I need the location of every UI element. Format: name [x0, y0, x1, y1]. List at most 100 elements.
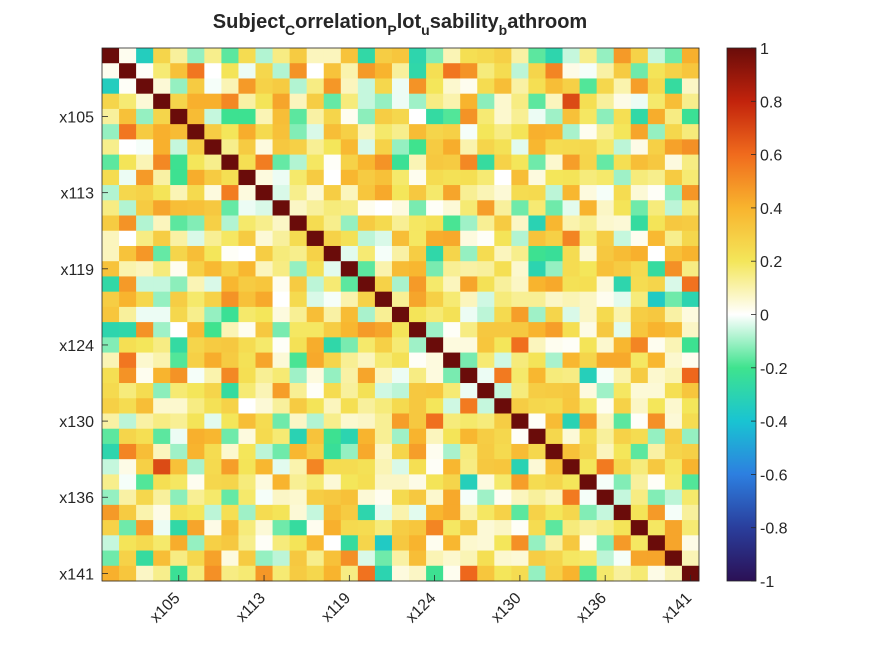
heatmap-cell: [136, 535, 154, 551]
heatmap-cell: [136, 291, 154, 308]
heatmap-cell: [136, 428, 154, 445]
heatmap-cell: [238, 322, 256, 338]
heatmap-cell: [477, 459, 495, 475]
heatmap-cell: [289, 489, 308, 506]
heatmap-cell: [136, 489, 154, 506]
heatmap-cell: [221, 504, 239, 521]
heatmap-cell: [204, 245, 222, 262]
heatmap-cell: [630, 48, 649, 64]
heatmap-cell: [545, 383, 563, 399]
heatmap-cell: [494, 550, 512, 567]
heatmap-cell: [647, 93, 666, 110]
heatmap-cell: [545, 443, 563, 460]
heatmap-cell: [562, 63, 580, 79]
heatmap-cell: [460, 63, 478, 79]
heatmap-cell: [494, 124, 512, 140]
heatmap-cell: [391, 322, 410, 338]
heatmap-cell: [357, 398, 376, 414]
heatmap-cell: [511, 154, 529, 171]
heatmap-cell: [596, 459, 615, 475]
heatmap-cell: [443, 398, 461, 414]
heatmap-cell: [443, 428, 461, 445]
heatmap-cell: [391, 185, 410, 201]
heatmap-cell: [391, 169, 410, 186]
heatmap-cell: [136, 185, 154, 201]
heatmap-cell: [391, 78, 410, 95]
heatmap-cell: [494, 276, 512, 293]
heatmap-cell: [170, 124, 188, 140]
heatmap-cell: [323, 535, 342, 551]
heatmap-cell: [494, 413, 512, 430]
heatmap-cell: [340, 322, 359, 338]
heatmap-cell: [272, 535, 291, 551]
heatmap-cell: [647, 291, 666, 308]
heatmap-cell: [221, 443, 239, 460]
heatmap-cell: [562, 93, 580, 110]
heatmap-cell: [170, 367, 188, 384]
heatmap-cell: [562, 565, 580, 582]
heatmap-cell: [102, 413, 120, 430]
heatmap-cell: [494, 200, 512, 216]
heatmap-cell: [443, 520, 461, 536]
heatmap-cell: [460, 124, 478, 140]
heatmap-cell: [340, 261, 359, 277]
heatmap-cell: [630, 474, 649, 491]
heatmap-cell: [443, 139, 461, 155]
heatmap-cell: [664, 489, 683, 506]
heatmap-cell: [306, 169, 325, 186]
heatmap-cell: [357, 337, 376, 353]
heatmap-cell: [272, 306, 291, 323]
heatmap-cell: [545, 230, 563, 247]
heatmap-cell: [528, 93, 546, 110]
heatmap-cell: [374, 520, 393, 536]
heatmap-cell: [562, 489, 580, 506]
heatmap-cell: [119, 474, 137, 491]
heatmap-cell: [579, 459, 598, 475]
heatmap-cell: [323, 504, 342, 521]
heatmap-cell: [170, 352, 188, 369]
heatmap-cell: [238, 550, 256, 567]
heatmap-cell: [630, 108, 649, 125]
heatmap-cell: [238, 276, 256, 293]
heatmap-cell: [613, 245, 632, 262]
heatmap-cell: [528, 367, 546, 384]
heatmap-cell: [136, 108, 154, 125]
heatmap-cell: [494, 489, 512, 506]
heatmap-cell: [340, 474, 359, 491]
heatmap-cell: [238, 306, 256, 323]
heatmap-cell: [238, 535, 256, 551]
heatmap-cell: [187, 108, 205, 125]
colorbar-ticks: 1 0.8 0.6 0.4 0.2 0 -0.2 -0.4 -0.6 -0.8 -1: [751, 41, 788, 591]
heatmap-cell: [119, 428, 137, 445]
heatmap-cell: [221, 428, 239, 445]
heatmap-cell: [528, 535, 546, 551]
heatmap-cell: [272, 139, 291, 155]
heatmap-cell: [528, 383, 546, 399]
heatmap-cell: [272, 63, 291, 79]
heatmap-cell: [443, 443, 461, 460]
heatmap-cell: [579, 306, 598, 323]
heatmap-cell: [426, 443, 444, 460]
heatmap-cell: [238, 108, 256, 125]
heatmap-cell: [409, 291, 427, 308]
heatmap-cell: [238, 230, 256, 247]
heatmap-cell: [664, 78, 683, 95]
heatmap-cell: [272, 367, 291, 384]
heatmap-cell: [477, 443, 495, 460]
heatmap-cell: [323, 185, 342, 201]
heatmap-cell: [374, 139, 393, 155]
heatmap-cell: [187, 261, 205, 277]
heatmap-cell: [562, 398, 580, 414]
heatmap-cell: [528, 352, 546, 369]
heatmap-cell: [272, 474, 291, 491]
heatmap-cell: [613, 261, 632, 277]
heatmap-cell: [136, 443, 154, 460]
heatmap-cell: [391, 520, 410, 536]
heatmap-cell: [374, 443, 393, 460]
heatmap-cell: [477, 352, 495, 369]
heatmap-cell: [323, 550, 342, 567]
heatmap-cell: [494, 245, 512, 262]
heatmap-cell: [255, 535, 273, 551]
heatmap-cell: [289, 383, 308, 399]
heatmap-cell: [545, 489, 563, 506]
